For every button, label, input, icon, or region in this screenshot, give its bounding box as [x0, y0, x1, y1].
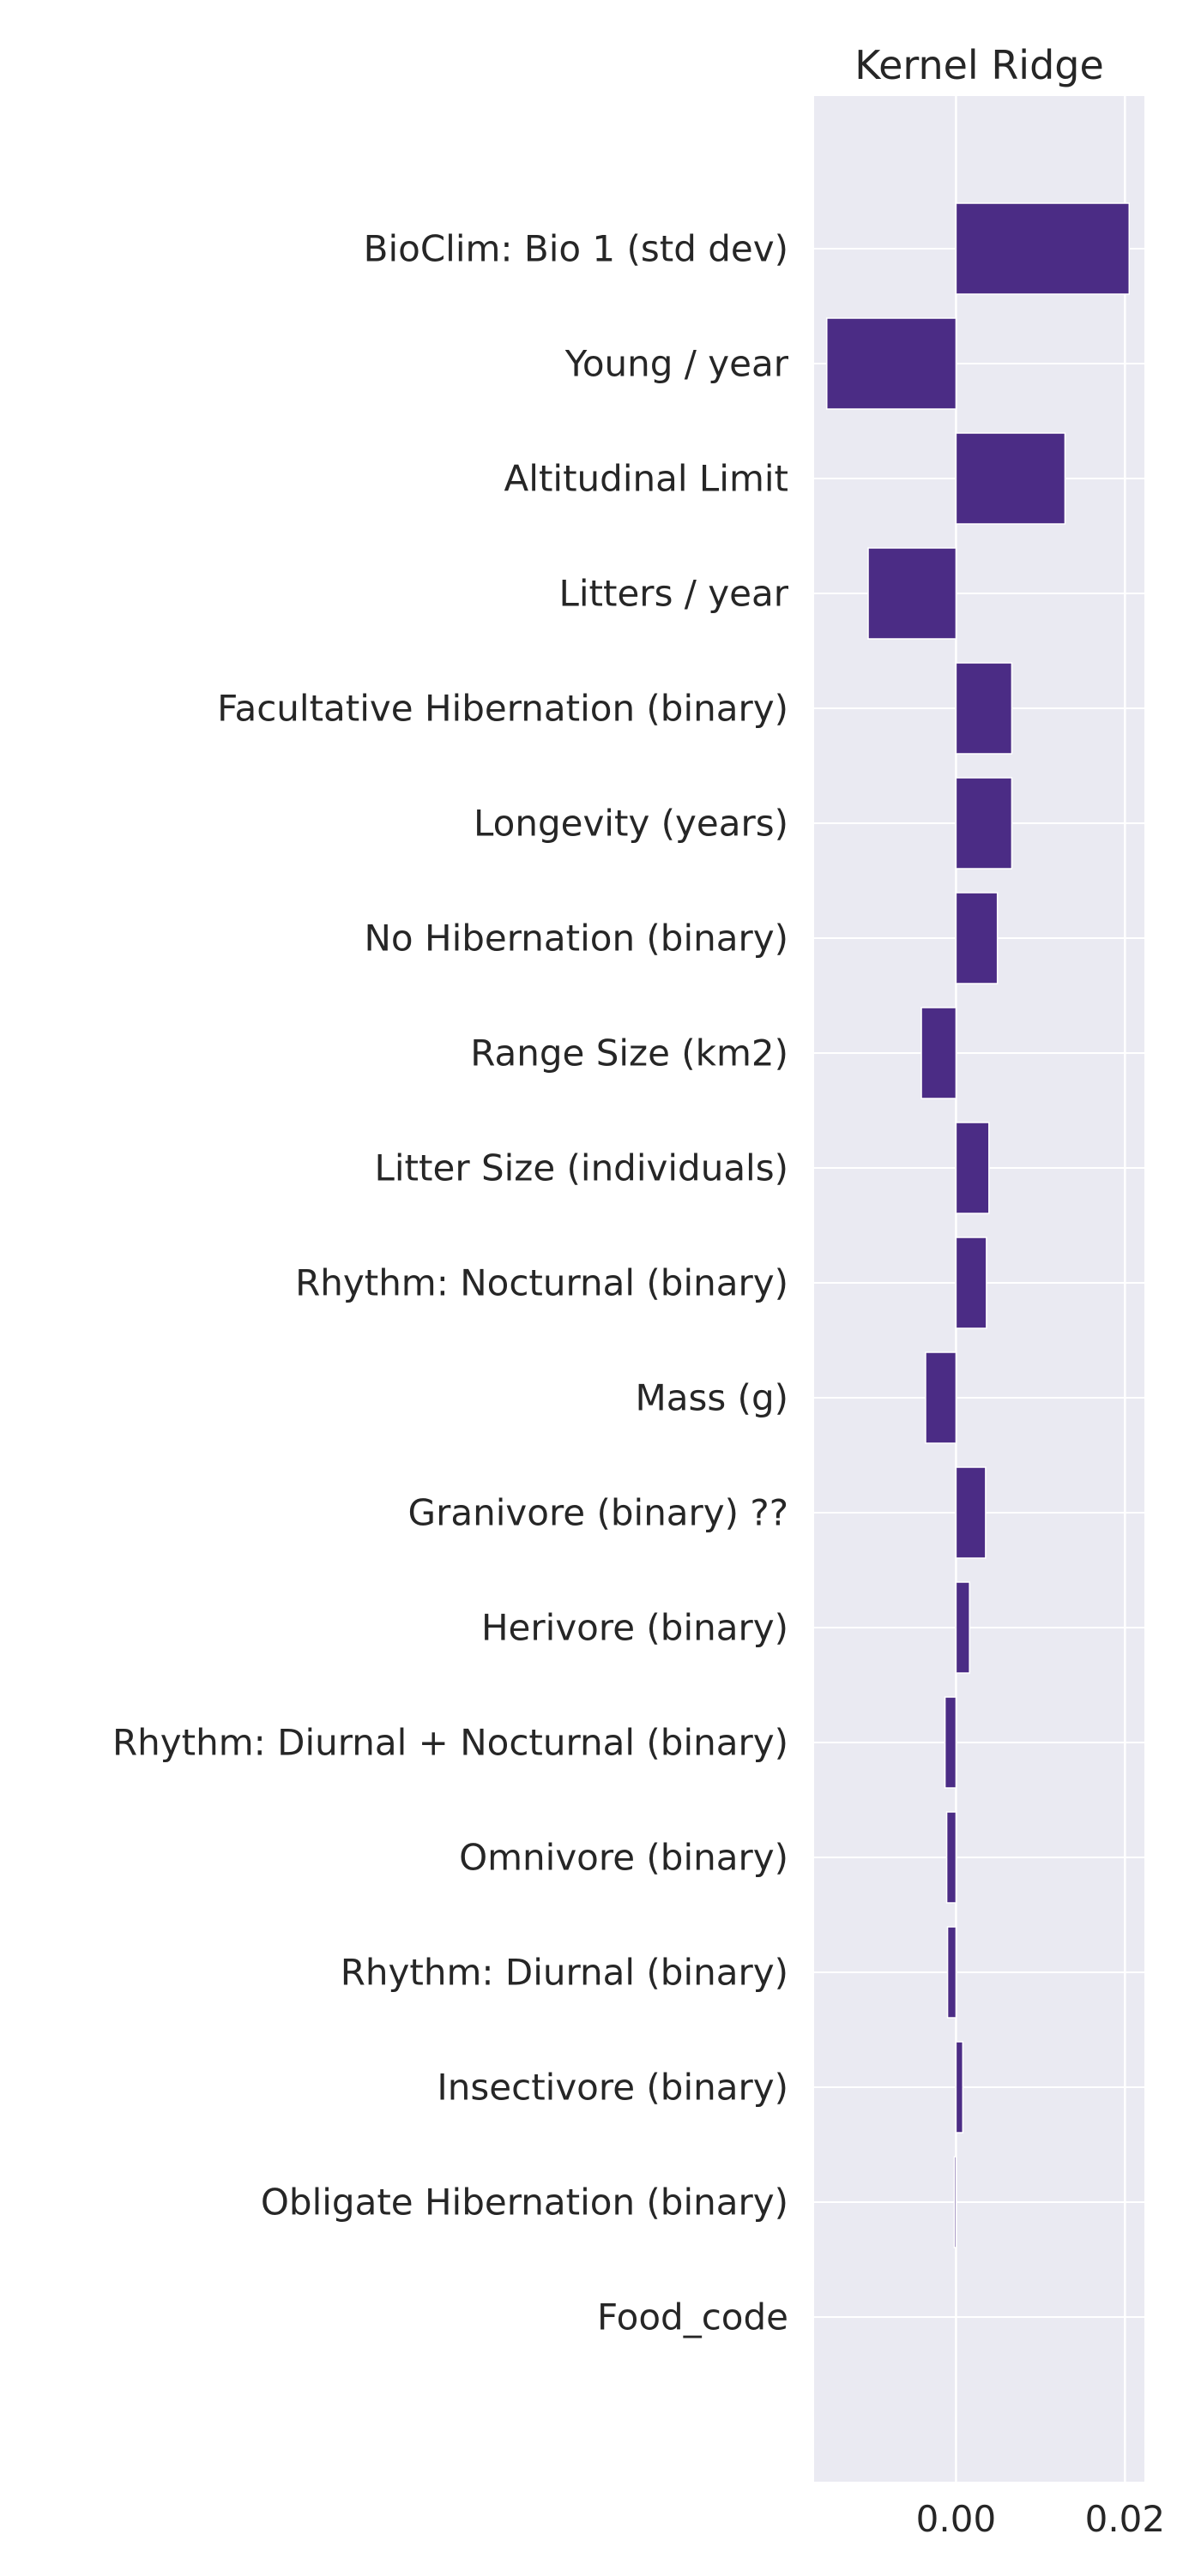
bar [955, 1122, 990, 1214]
category-label: Omnivore (binary) [459, 1837, 788, 1879]
category-label: Litters / year [558, 573, 788, 615]
bar [945, 1811, 957, 1904]
bar [955, 1581, 970, 1674]
category-label: Obligate Hibernation (binary) [261, 2182, 788, 2224]
category-label: No Hibernation (binary) [365, 918, 788, 960]
bar [826, 317, 957, 410]
bar [955, 202, 1131, 295]
category-label: Granivore (binary) ?? [408, 1492, 788, 1534]
bar [955, 662, 1013, 755]
bar [946, 1926, 957, 2019]
category-label: Facultative Hibernation (binary) [217, 688, 788, 730]
category-labels: BioClim: Bio 1 (std dev) Young / year Alti… [112, 228, 789, 2338]
category-label: BioClim: Bio 1 (std dev) [364, 228, 788, 270]
bar [925, 1351, 957, 1444]
category-label: Litter Size (individuals) [374, 1147, 788, 1189]
bar [955, 432, 1066, 525]
bar [953, 2156, 957, 2248]
category-label: Rhythm: Nocturnal (binary) [295, 1262, 788, 1304]
category-label: Range Size (km2) [470, 1032, 788, 1074]
bar [867, 547, 957, 640]
bar [955, 2041, 964, 2134]
category-label: Longevity (years) [474, 803, 788, 845]
category-label: Young / year [564, 343, 789, 385]
x-tick-label: 0.02 [1085, 2498, 1166, 2540]
category-label: Rhythm: Diurnal (binary) [341, 1952, 788, 1994]
chart-title: Kernel Ridge [854, 42, 1104, 88]
category-label: Mass (g) [635, 1377, 788, 1419]
category-label: Rhythm: Diurnal + Nocturnal (binary) [112, 1722, 788, 1764]
bar [955, 1466, 987, 1559]
category-label: Altitudinal Limit [504, 458, 788, 500]
x-tick-label: 0.00 [916, 2498, 997, 2540]
x-tick-labels: 0.00 0.02 [916, 2498, 1165, 2540]
bar [955, 892, 999, 984]
category-label: Food_code [597, 2296, 788, 2338]
bar [920, 1007, 957, 1099]
bar [944, 1696, 957, 1789]
category-label: Herivore (binary) [481, 1607, 788, 1649]
bar [955, 1237, 987, 1329]
category-label: Insectivore (binary) [437, 2067, 788, 2109]
bar [955, 777, 1013, 870]
bars [826, 202, 1131, 2248]
